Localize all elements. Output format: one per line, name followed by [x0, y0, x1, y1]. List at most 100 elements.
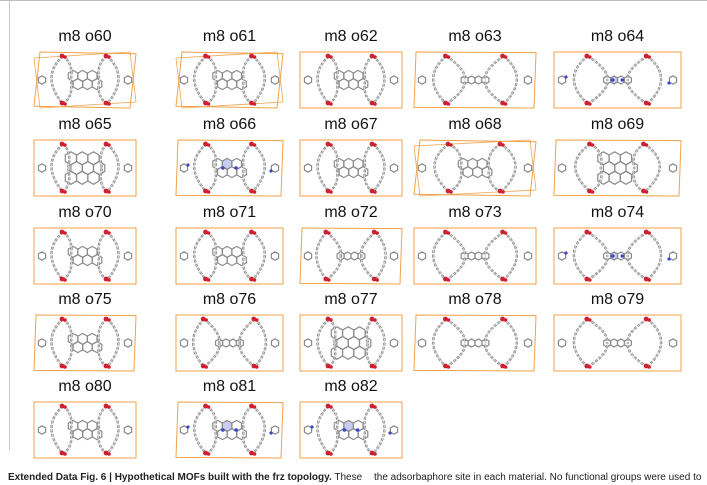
caption-left-column: Extended Data Fig. 6 | Hypothetical MOFs…: [8, 471, 362, 484]
mof-structure: [33, 51, 137, 109]
top-rule: [0, 0, 707, 1]
structure-panel: m8 o73: [410, 204, 540, 290]
structure-panel: m8 o65: [30, 116, 140, 202]
mof-structure: [33, 227, 137, 285]
caption-lead: These: [334, 472, 363, 483]
mof-structure: [299, 51, 403, 109]
unit-cell-outline: [553, 227, 682, 285]
structure-panel: m8 o67: [296, 116, 406, 202]
mof-structure: [175, 51, 284, 109]
unit-cell-outline: [299, 51, 403, 109]
structure-image: [413, 139, 537, 197]
mof-structure: [299, 314, 403, 372]
structure-panel: m8 o70: [30, 204, 140, 290]
structure-image: [413, 51, 537, 109]
structure-image: [33, 401, 137, 459]
structure-image: [553, 314, 682, 372]
unit-cell-outline: [553, 314, 682, 372]
structure-label: m8 o63: [448, 28, 502, 45]
structure-label: m8 o70: [58, 204, 112, 221]
structure-image: [299, 314, 403, 372]
unit-cell-outline: [413, 227, 537, 285]
unit-cell-outline: [553, 139, 682, 197]
structure-panel: m8 o80: [30, 378, 140, 464]
structure-label: m8 o79: [590, 291, 645, 308]
structure-label: m8 o75: [58, 291, 112, 308]
mof-structure: [33, 139, 137, 197]
structure-panel: m8 o62: [296, 28, 406, 114]
structure-panel: m8 o61: [172, 28, 287, 114]
unit-cell-outline: [33, 314, 137, 372]
structure-label: m8 o77: [324, 291, 378, 308]
structure-panel: m8 o77: [296, 291, 406, 377]
mof-structure: [299, 401, 403, 459]
structure-image: [553, 51, 682, 109]
structure-label: m8 o80: [58, 378, 112, 395]
structure-image: [413, 314, 537, 372]
unit-cell-outline: [175, 51, 284, 109]
structure-label: m8 o73: [448, 204, 502, 221]
structure-image: [299, 139, 403, 197]
structure-image: [175, 401, 284, 459]
structure-label: m8 o69: [590, 116, 645, 133]
unit-cell-outline: [175, 401, 284, 459]
mof-structure: [553, 227, 682, 285]
mof-structure: [299, 139, 403, 197]
caption-right-column: the adsorbaphore site in each material. …: [374, 472, 702, 483]
structure-label: m8 o74: [590, 204, 645, 221]
unit-cell-outline: [299, 139, 403, 197]
structure-panel: m8 o68: [410, 116, 540, 202]
unit-cell-outline: [413, 139, 537, 197]
structure-image: [33, 139, 137, 197]
mof-structure: [413, 139, 537, 197]
structure-panel: m8 o69: [550, 116, 685, 202]
unit-cell-outline: [175, 139, 284, 197]
mof-structure: [413, 51, 537, 109]
unit-cell-outline: [33, 401, 137, 459]
structure-panel: m8 o78: [410, 291, 540, 377]
column-rule: [9, 0, 10, 450]
mof-structure: [175, 401, 284, 459]
structure-label: m8 o76: [202, 291, 257, 308]
structure-image: [33, 51, 137, 109]
mof-structure: [553, 51, 682, 109]
structure-image: [33, 227, 137, 285]
figure-caption: Extended Data Fig. 6 | Hypothetical MOFs…: [8, 470, 707, 485]
structure-image: [299, 401, 403, 459]
unit-cell-outline: [413, 51, 537, 109]
structure-panel: m8 o75: [30, 291, 140, 377]
mof-structure: [553, 139, 682, 197]
structure-label: m8 o68: [448, 116, 502, 133]
structure-panel: m8 o82: [296, 378, 406, 464]
structure-label: m8 o67: [324, 116, 378, 133]
structure-panel: m8 o71: [172, 204, 287, 290]
mof-structure: [299, 227, 403, 285]
structure-image: [299, 227, 403, 285]
structure-panel: m8 o64: [550, 28, 685, 114]
unit-cell-outline: [175, 314, 284, 372]
mof-structure: [33, 401, 137, 459]
mof-structure: [175, 314, 284, 372]
structure-panel: m8 o76: [172, 291, 287, 377]
unit-cell-outline: [413, 314, 537, 372]
mof-structure: [553, 314, 682, 372]
mof-structure: [175, 139, 284, 197]
structure-panel: m8 o72: [296, 204, 406, 290]
structure-label: m8 o61: [202, 28, 257, 45]
structure-label: m8 o64: [590, 28, 645, 45]
structure-label: m8 o60: [58, 28, 112, 45]
structure-label: m8 o82: [324, 378, 378, 395]
mof-structure: [33, 314, 137, 372]
structure-image: [33, 314, 137, 372]
structure-image: [413, 227, 537, 285]
structure-label: m8 o62: [324, 28, 378, 45]
unit-cell-outline: [299, 401, 403, 459]
unit-cell-outline: [299, 314, 403, 372]
structure-panel: m8 o81: [172, 378, 287, 464]
structure-image: [553, 227, 682, 285]
structure-panel: m8 o74: [550, 204, 685, 290]
mof-structure: [413, 314, 537, 372]
structure-label: m8 o66: [202, 116, 257, 133]
structure-panel: m8 o79: [550, 291, 685, 377]
structure-label: m8 o81: [202, 378, 257, 395]
